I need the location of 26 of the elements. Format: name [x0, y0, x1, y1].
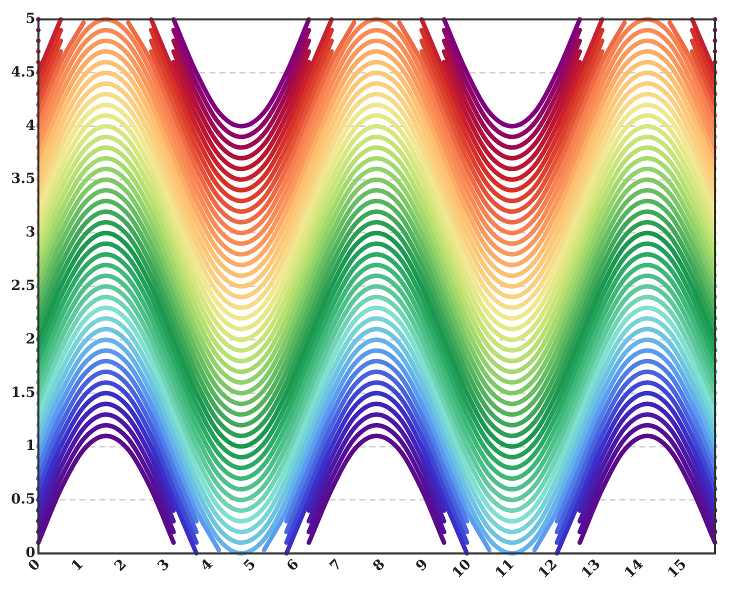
y-tick-label: 1.5	[10, 384, 36, 401]
y-tick-label: 0.5	[10, 492, 36, 508]
x-tick-label: 9	[413, 556, 432, 575]
x-tick-label: 8	[370, 556, 388, 575]
x-tick-label: 6	[284, 556, 302, 575]
x-tick-label: 4	[198, 556, 216, 575]
y-tick-label: 3	[26, 224, 36, 241]
x-tick-label: 15	[664, 556, 690, 582]
y-tick-label: 1	[26, 438, 36, 454]
x-tick-label: 12	[536, 556, 561, 582]
y-tick-label: 4	[26, 118, 36, 134]
x-tick-label: 13	[578, 556, 604, 582]
y-tick-label: 0	[26, 544, 36, 561]
y-tick-label: 2	[26, 331, 36, 348]
x-tick-label: 7	[327, 556, 346, 575]
y-tick-label: 4.5	[10, 64, 36, 80]
y-tick-label: 2.5	[10, 278, 36, 294]
y-tick-label: 5	[26, 11, 36, 28]
x-tick-label: 10	[449, 556, 475, 582]
x-tick-label: 2	[112, 556, 130, 575]
y-tick-label: 3.5	[10, 171, 36, 188]
x-tick-label: 1	[68, 556, 87, 575]
x-tick-label: 11	[492, 556, 518, 582]
x-tick-label: 14	[622, 556, 647, 582]
x-tick-label: 5	[240, 556, 260, 575]
x-tick-label: 3	[154, 556, 173, 575]
